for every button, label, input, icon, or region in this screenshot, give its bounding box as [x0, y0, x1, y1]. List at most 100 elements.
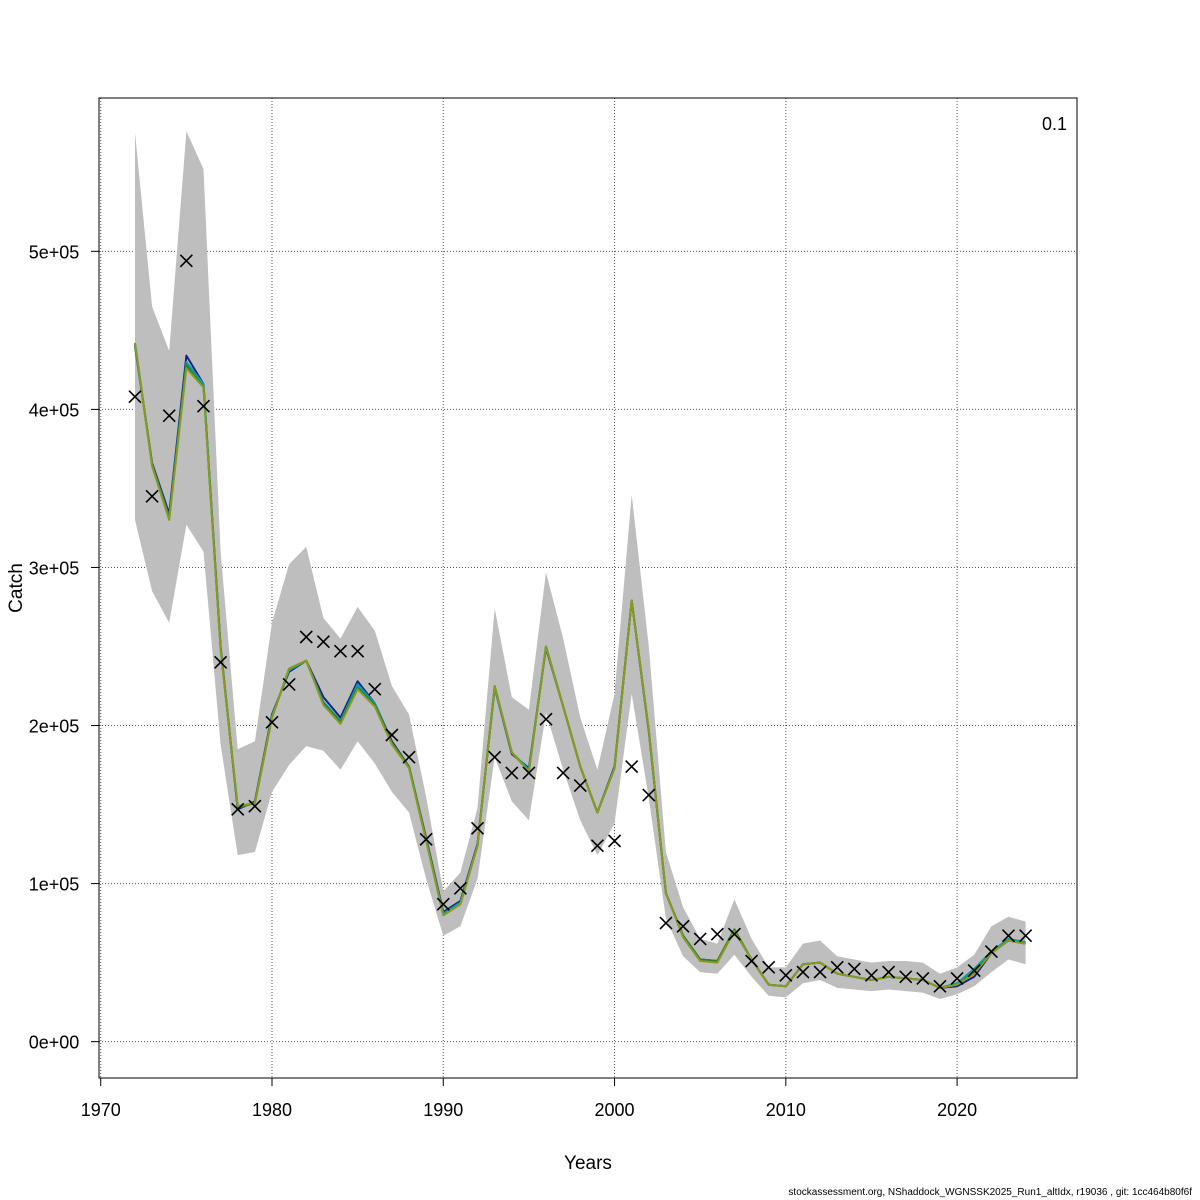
marker-stroke: [282, 677, 296, 691]
observed-point: [436, 897, 450, 911]
observed-point: [745, 954, 759, 968]
marker-stroke: [470, 821, 485, 835]
observed-point: [231, 802, 245, 816]
observed-point: [813, 965, 827, 979]
y-axis-title: Catch: [6, 563, 27, 613]
observed-point: [419, 832, 433, 846]
marker-stroke: [967, 963, 981, 978]
marker-stroke: [419, 832, 433, 846]
observed-point: [899, 970, 913, 984]
marker-stroke: [625, 760, 639, 774]
marker-stroke: [316, 635, 330, 649]
observed-point: [145, 489, 159, 503]
marker-stroke: [368, 682, 382, 696]
observed-point: [1001, 929, 1016, 943]
observed-point: [676, 919, 690, 933]
marker-stroke: [248, 799, 262, 813]
marker-stroke: [830, 960, 844, 974]
observed-point: [779, 968, 793, 982]
observed-point: [265, 715, 279, 729]
marker-stroke: [710, 927, 724, 941]
plot-frame: [98, 97, 1078, 1079]
marker-stroke: [642, 788, 656, 802]
marker-stroke: [933, 979, 947, 993]
y-tick-label: 2e+05: [29, 717, 80, 737]
x-tick-label: 2000: [595, 1100, 635, 1120]
marker-stroke: [727, 927, 742, 941]
observed-point: [470, 821, 485, 835]
observed-point: [882, 965, 896, 979]
observed-points: [128, 254, 1033, 993]
marker-stroke: [916, 971, 930, 985]
marker-stroke: [385, 728, 399, 742]
marker-stroke: [436, 897, 450, 911]
grid-lines: [99, 98, 1077, 1078]
x-tick-label: 2010: [766, 1100, 806, 1120]
marker-stroke: [453, 881, 467, 895]
observed-point: [950, 971, 964, 985]
observed-point: [488, 750, 502, 764]
observed-point: [607, 834, 622, 848]
marker-stroke: [145, 489, 159, 503]
observed-point: [385, 728, 399, 742]
marker-stroke: [299, 630, 313, 644]
series-lines: [134, 342, 1026, 989]
marker-stroke: [162, 409, 176, 423]
marker-stroke: [128, 390, 142, 404]
observed-point: [727, 927, 742, 941]
observed-point: [693, 932, 707, 946]
y-axis: 0e+00 1e+05 2e+05 3e+05 4e+05 5e+05: [29, 242, 100, 1053]
observed-point: [453, 881, 467, 895]
marker-stroke: [796, 965, 810, 979]
marker-stroke: [590, 839, 604, 853]
marker-stroke: [231, 802, 245, 816]
observed-point: [864, 968, 879, 982]
observed-point: [368, 682, 382, 696]
observed-point: [1019, 929, 1033, 943]
observed-point: [402, 750, 416, 764]
observed-point: [282, 677, 296, 691]
y-tick-label: 4e+05: [29, 400, 80, 420]
marker-stroke: [488, 750, 502, 764]
observed-point: [933, 979, 947, 993]
marker-stroke: [539, 712, 553, 726]
marker-stroke: [573, 779, 587, 793]
observed-point: [573, 779, 587, 793]
observed-point: [659, 916, 673, 930]
marker-stroke: [984, 944, 998, 959]
marker-stroke: [179, 254, 193, 268]
marker-stroke: [265, 715, 279, 729]
observed-point: [316, 635, 330, 649]
marker-stroke: [864, 968, 879, 982]
observed-point: [830, 960, 844, 974]
observed-point: [916, 971, 930, 985]
observed-point: [214, 655, 228, 669]
observed-point: [539, 712, 553, 726]
observed-point: [196, 399, 211, 413]
observed-point: [248, 799, 262, 813]
observed-point: [128, 390, 142, 404]
marker-stroke: [607, 834, 622, 848]
observed-point: [762, 960, 776, 974]
y-tick-label: 1e+05: [29, 875, 80, 895]
marker-stroke: [659, 916, 673, 930]
observed-point: [333, 644, 348, 658]
x-tick-label: 1970: [81, 1100, 121, 1120]
marker-stroke: [676, 919, 690, 933]
observed-point: [642, 788, 656, 802]
marker-stroke: [899, 970, 913, 984]
confidence-band: [135, 131, 1026, 999]
marker-stroke: [950, 971, 964, 985]
marker-stroke: [693, 932, 707, 946]
observed-point: [590, 839, 604, 853]
marker-stroke: [762, 960, 776, 974]
observed-point: [967, 963, 981, 978]
observed-point: [299, 630, 313, 644]
marker-stroke: [333, 644, 348, 658]
observed-point: [796, 965, 810, 979]
marker-stroke: [779, 968, 793, 982]
x-axis-title: Years: [564, 1153, 612, 1174]
observed-point: [522, 766, 536, 780]
x-tick-label: 1990: [423, 1100, 463, 1120]
